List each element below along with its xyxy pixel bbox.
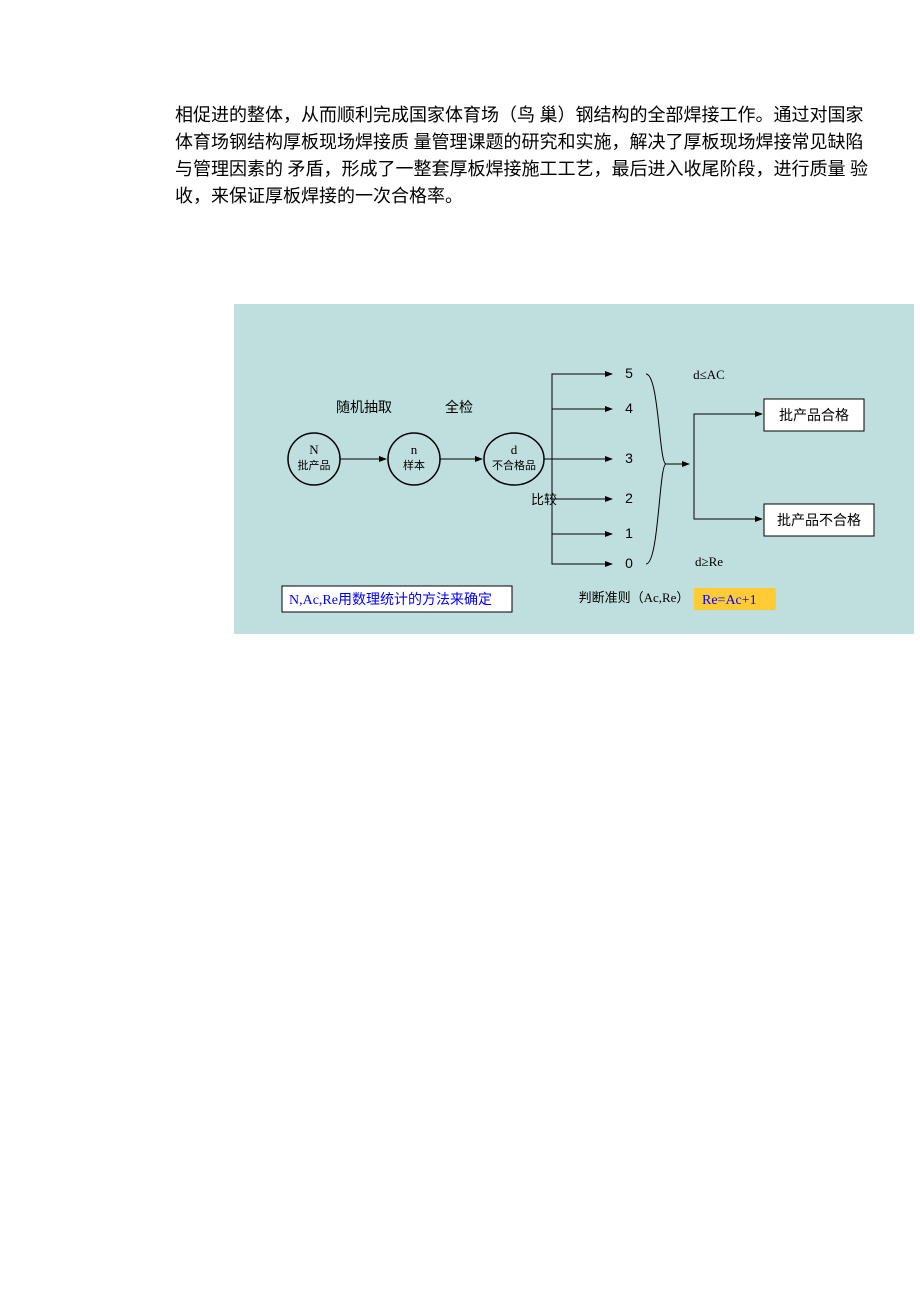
num-5: 5 <box>625 365 633 381</box>
node-n <box>388 433 440 485</box>
edge-label-full: 全检 <box>445 399 473 416</box>
num-0: 0 <box>625 555 633 571</box>
num-3: 3 <box>625 450 633 466</box>
cond-bottom: d≥Re <box>695 554 723 569</box>
node-d-label-top: d <box>511 442 518 457</box>
node-n-label-bottom: 样本 <box>403 458 425 472</box>
fan-arrow-1 <box>552 459 612 534</box>
fan-arrow-2 <box>552 459 612 499</box>
arrow-to-fail <box>694 464 762 519</box>
caption-left-text: N,Ac,Re用数理统计的方法来确定 <box>289 592 492 608</box>
flowchart-diagram: N 批产品 n 样本 d 不合格品 随机抽取 全检 5 4 3 2 1 0 比较 <box>234 304 914 634</box>
node-d-label-bottom: 不合格品 <box>492 458 536 472</box>
node-n-label-top: n <box>411 442 418 457</box>
node-N <box>288 433 340 485</box>
caption-right: Re=Ac+1 <box>702 593 757 608</box>
box-fail-text: 批产品不合格 <box>777 513 861 529</box>
fan-arrow-4 <box>552 409 612 459</box>
fan-arrow-0 <box>552 459 612 564</box>
caption-center: 判断准则（Ac,Re） <box>579 590 690 605</box>
edge-label-random: 随机抽取 <box>336 400 392 416</box>
fan-arrow-5 <box>552 374 612 459</box>
diagram-svg: N 批产品 n 样本 d 不合格品 随机抽取 全检 5 4 3 2 1 0 比较 <box>234 304 914 634</box>
node-N-label-top: N <box>309 442 319 457</box>
cond-top: d≤AC <box>693 367 725 382</box>
num-1: 1 <box>625 525 633 541</box>
arrow-to-pass <box>694 414 762 464</box>
box-pass-text: 批产品合格 <box>779 408 849 424</box>
paragraph-text: 相促进的整体，从而顺利完成国家体育场（鸟 巢）钢结构的全部焊接工作。通过对国家体… <box>175 102 875 210</box>
compare-label: 比较 <box>531 492 557 507</box>
node-d <box>484 433 544 485</box>
num-4: 4 <box>625 400 633 416</box>
num-2: 2 <box>625 490 633 506</box>
node-N-label-bottom: 批产品 <box>298 458 331 472</box>
right-brace <box>646 374 666 564</box>
